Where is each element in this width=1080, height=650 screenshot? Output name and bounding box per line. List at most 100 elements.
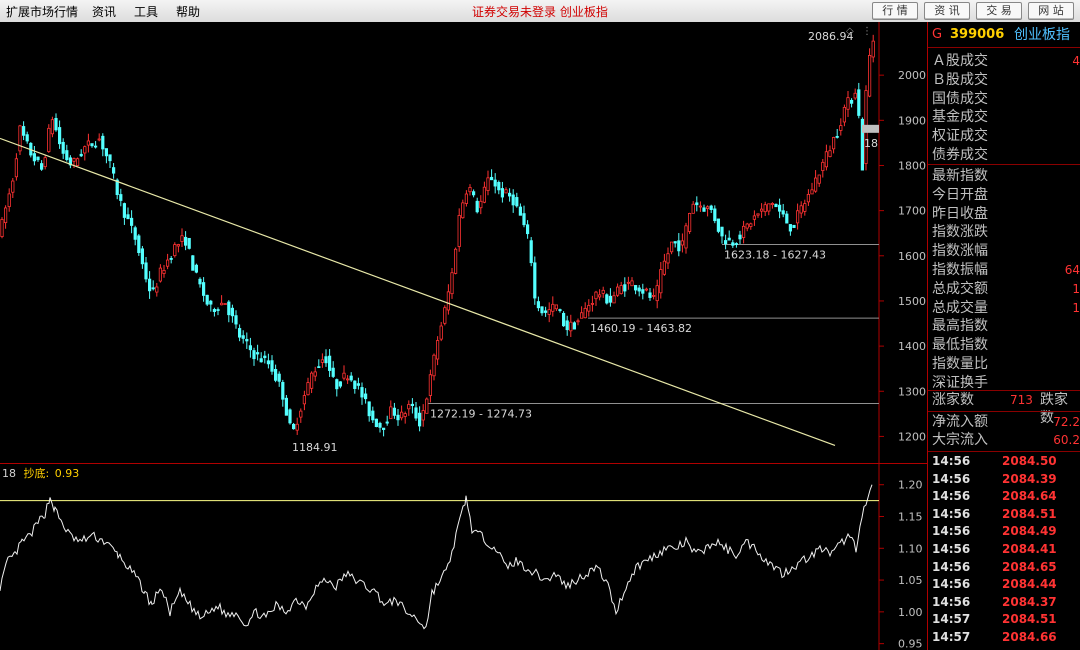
- candle-body: [796, 210, 800, 224]
- candle-body: [666, 253, 670, 264]
- candle-body: [183, 236, 188, 246]
- y-tick-label: 2000: [898, 69, 926, 82]
- quotes-button[interactable]: 行 情: [872, 2, 918, 20]
- candle-body: [18, 125, 22, 152]
- candle-body: [122, 203, 126, 218]
- candle-body: [414, 407, 418, 419]
- candle-body: [590, 302, 595, 305]
- candle-body: [216, 309, 220, 311]
- candle-body: [147, 278, 152, 292]
- trendline[interactable]: [0, 137, 836, 447]
- candle-body: [353, 380, 357, 389]
- menu-extended-market[interactable]: 扩展市场行情: [6, 5, 79, 19]
- index-name: 创业板指: [1014, 27, 1070, 43]
- stat-label: 最低指数: [932, 337, 988, 354]
- candle-body: [68, 157, 72, 166]
- tick-time: 14:57: [932, 630, 971, 644]
- candle-body: [457, 215, 461, 247]
- support-label: 1272.19 - 1274.73: [430, 407, 532, 420]
- stat-row: 指数涨幅: [928, 242, 1080, 260]
- website-button[interactable]: 网 站: [1028, 2, 1074, 20]
- menu-help[interactable]: 帮助: [176, 5, 201, 19]
- candle-body: [115, 179, 119, 196]
- candle-body: [688, 213, 692, 232]
- menu-tools[interactable]: 工具: [134, 5, 159, 19]
- candle-body: [526, 224, 530, 235]
- candle-body: [47, 127, 51, 152]
- tick-row: 14:56 2084.49: [928, 523, 1080, 541]
- candle-body: [187, 237, 191, 249]
- candle-body: [137, 235, 141, 254]
- dots-icon[interactable]: ⋮: [862, 26, 872, 37]
- candle-body: [173, 244, 177, 257]
- candle-body: [410, 403, 415, 407]
- candle-body: [634, 285, 638, 291]
- news-button[interactable]: 资 讯: [924, 2, 970, 20]
- candle-body: [569, 321, 573, 332]
- stat-label: 权证成交: [932, 128, 988, 145]
- low-annotation: 1184.91: [292, 441, 338, 454]
- candle-body: [281, 381, 285, 400]
- y-tick-label: 1800: [898, 159, 926, 172]
- candle-body: [594, 291, 598, 300]
- stat-label: 债券成交: [932, 147, 988, 163]
- candle-body: [832, 137, 836, 150]
- menu-info[interactable]: 资讯: [92, 5, 117, 19]
- g-label: G: [932, 27, 943, 42]
- candle-body: [248, 345, 252, 351]
- candle-body: [360, 387, 364, 398]
- candle-body: [291, 423, 296, 430]
- candle-body: [637, 287, 641, 292]
- diamond-icon[interactable]: ◇: [846, 26, 854, 37]
- candle-body: [432, 354, 436, 377]
- candle-body: [421, 410, 425, 421]
- candle-body: [497, 181, 501, 191]
- candle-body: [806, 194, 811, 203]
- indicator-legend: 18 抄底: 0.93: [2, 466, 79, 480]
- candle-body: [540, 306, 544, 314]
- tick-row: 14:56 2084.50: [928, 453, 1080, 471]
- candle-body: [846, 97, 850, 110]
- candle-body: [799, 205, 803, 214]
- candle-body: [616, 286, 620, 296]
- candle-body: [659, 269, 663, 294]
- price-chart[interactable]: 1200 1300 1400 1500 1600 1700 1800 1900 2000 1623…: [0, 22, 928, 650]
- candle-body: [691, 203, 695, 214]
- candle-body: [407, 404, 411, 410]
- tick-price: 2084.41: [1002, 542, 1057, 556]
- candle-body: [464, 193, 469, 204]
- candle-body: [313, 371, 317, 377]
- y-tick-label: 0.95: [898, 638, 923, 650]
- candle-body: [770, 203, 775, 205]
- candle-body: [381, 427, 386, 430]
- stat-label: Ｂ股成交: [932, 71, 988, 88]
- candle-body: [598, 294, 602, 298]
- tick-time: 14:56: [932, 577, 971, 592]
- candle-body: [198, 278, 202, 285]
- stat-row: 深证换手: [928, 374, 1080, 392]
- stat-row: 今日开盘: [928, 186, 1080, 204]
- candle-body: [165, 259, 170, 267]
- stat-label: 最高指数: [932, 318, 988, 335]
- candle-body: [518, 206, 523, 216]
- candle-body: [417, 412, 422, 427]
- tick-price: 2084.65: [1002, 559, 1057, 574]
- candle-body: [533, 262, 537, 299]
- candle-body: [389, 406, 393, 420]
- candle-body: [335, 379, 339, 390]
- candle-body: [299, 410, 303, 418]
- stat-label: Ａ股成交: [932, 53, 988, 69]
- candle-body: [544, 310, 548, 313]
- candle-body: [601, 289, 605, 294]
- candle-body: [767, 203, 771, 212]
- flow-label: 净流入额: [932, 414, 988, 430]
- candle-body: [641, 289, 645, 294]
- stat-row: Ｂ股成交: [928, 71, 1080, 89]
- stat-value: 1: [1072, 300, 1080, 315]
- tick-price: 2084.51: [1002, 506, 1057, 521]
- stat-row: 债券成交: [928, 146, 1080, 164]
- candle-body: [363, 393, 368, 400]
- stat-label: 总成交量: [932, 299, 988, 316]
- trade-button[interactable]: 交 易: [976, 2, 1022, 20]
- flow-value: 60.2: [1053, 433, 1080, 447]
